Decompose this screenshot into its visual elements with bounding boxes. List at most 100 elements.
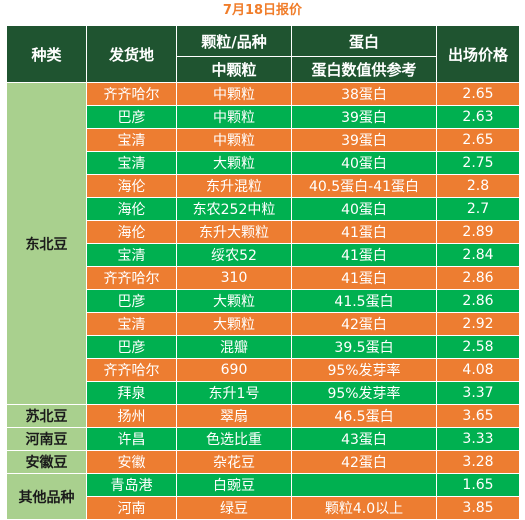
price-cell: 3.28 (436, 450, 520, 474)
table-row: 巴彦 中颗粒 39蛋白 2.63 (7, 105, 520, 129)
variety-cell: 中颗粒 (176, 105, 292, 129)
variety-cell: 东农252中粒 (176, 197, 292, 221)
table-row: 宝清 绥农52 41蛋白 2.84 (7, 243, 520, 267)
variety-cell: 东升大颗粒 (176, 220, 292, 244)
price-cell: 2.63 (436, 105, 520, 129)
protein-cell: 42蛋白 (291, 312, 437, 336)
category-cell: 其他品种 (6, 473, 87, 520)
origin-cell: 安徽 (86, 450, 177, 474)
header-category: 种类 (6, 25, 87, 83)
price-cell: 2.7 (436, 197, 520, 221)
table-row: 河南豆 许昌 色选比重 43蛋白 3.33 (6, 427, 520, 451)
price-cell: 2.58 (436, 335, 520, 359)
origin-cell: 巴彦 (86, 105, 177, 129)
variety-cell: 大颗粒 (176, 312, 292, 336)
header-grain-sub: 中颗粒 (176, 56, 292, 83)
origin-cell: 巴彦 (86, 289, 177, 313)
origin-cell: 齐齐哈尔 (86, 358, 177, 382)
variety-cell: 绿豆 (176, 496, 292, 520)
price-cell: 1.65 (436, 473, 520, 497)
table-row: 海伦 东升混粒 40.5蛋白-41蛋白 2.8 (7, 174, 520, 198)
variety-cell: 绥农52 (176, 243, 292, 267)
variety-cell: 大颗粒 (176, 151, 292, 175)
protein-cell: 41蛋白 (291, 220, 437, 244)
origin-cell: 宝清 (86, 312, 177, 336)
header-grain-variety: 颗粒/品种 (176, 25, 292, 57)
price-cell: 2.92 (436, 312, 520, 336)
protein-cell: 38蛋白 (291, 82, 437, 106)
price-cell: 3.37 (436, 381, 520, 405)
table-row: 东北豆 齐齐哈尔 中颗粒 38蛋白 2.65 (6, 82, 520, 405)
origin-cell: 宝清 (86, 128, 177, 152)
origin-cell: 许昌 (86, 427, 177, 451)
table-row: 宝清 大颗粒 42蛋白 2.92 (7, 312, 520, 336)
variety-cell: 中颗粒 (176, 82, 292, 106)
protein-cell: 颗粒4.0以上 (291, 496, 437, 520)
variety-cell: 杂花豆 (176, 450, 292, 474)
table-row: 宝清 大颗粒 40蛋白 2.75 (7, 151, 520, 175)
protein-cell: 40蛋白 (291, 151, 437, 175)
price-table: 种类 发货地 颗粒/品种 蛋白 出场价格 中颗粒 蛋白数值供参考 东北豆 齐齐哈尔… (6, 25, 520, 520)
variety-cell: 大颗粒 (176, 289, 292, 313)
table-row: 河南 绿豆 颗粒4.0以上 3.85 (7, 496, 520, 520)
table-row: 齐齐哈尔 310 41蛋白 2.86 (7, 266, 520, 290)
table-row: 海伦 东升大颗粒 41蛋白 2.89 (7, 220, 520, 244)
header-protein-sub: 蛋白数值供参考 (291, 56, 437, 83)
variety-cell: 310 (176, 266, 292, 290)
protein-cell: 39.5蛋白 (291, 335, 437, 359)
protein-cell: 95%发芽率 (291, 381, 437, 405)
table-row: 拜泉 东升1号 95%发芽率 3.37 (7, 381, 520, 405)
protein-cell (291, 473, 437, 497)
price-cell: 4.08 (436, 358, 520, 382)
origin-cell: 宝清 (86, 151, 177, 175)
category-cell: 东北豆 (6, 82, 87, 405)
variety-cell: 翠扇 (176, 404, 292, 428)
table-row: 其他品种 青岛港 白豌豆 1.65 (6, 473, 520, 520)
protein-cell: 43蛋白 (291, 427, 437, 451)
header-protein: 蛋白 (291, 25, 437, 57)
table-row: 齐齐哈尔 690 95%发芽率 4.08 (7, 358, 520, 382)
category-cell: 安徽豆 (6, 450, 87, 474)
protein-cell: 39蛋白 (291, 128, 437, 152)
origin-cell: 齐齐哈尔 (86, 82, 177, 106)
price-cell: 3.65 (436, 404, 520, 428)
protein-cell: 41.5蛋白 (291, 289, 437, 313)
price-cell: 2.86 (436, 289, 520, 313)
price-cell: 3.85 (436, 496, 520, 520)
origin-cell: 海伦 (86, 220, 177, 244)
protein-cell: 42蛋白 (291, 450, 437, 474)
origin-cell: 河南 (86, 496, 177, 520)
price-cell: 3.33 (436, 427, 520, 451)
protein-cell: 46.5蛋白 (291, 404, 437, 428)
variety-cell: 白豌豆 (176, 473, 292, 497)
origin-cell: 青岛港 (86, 473, 177, 497)
page-title: 7月18日报价 (222, 3, 303, 18)
variety-cell: 中颗粒 (176, 128, 292, 152)
table-row: 苏北豆 扬州 翠扇 46.5蛋白 3.65 (6, 404, 520, 428)
variety-cell: 色选比重 (176, 427, 292, 451)
protein-cell: 40蛋白 (291, 197, 437, 221)
origin-cell: 齐齐哈尔 (86, 266, 177, 290)
origin-cell: 宝清 (86, 243, 177, 267)
protein-cell: 40.5蛋白-41蛋白 (291, 174, 437, 198)
protein-cell: 95%发芽率 (291, 358, 437, 382)
origin-cell: 海伦 (86, 174, 177, 198)
price-cell: 2.65 (436, 82, 520, 106)
table-row: 巴彦 混瓣 39.5蛋白 2.58 (7, 335, 520, 359)
header-price: 出场价格 (436, 25, 520, 83)
variety-cell: 混瓣 (176, 335, 292, 359)
price-cell: 2.89 (436, 220, 520, 244)
protein-cell: 39蛋白 (291, 105, 437, 129)
header-origin: 发货地 (86, 25, 177, 83)
price-cell: 2.65 (436, 128, 520, 152)
origin-cell: 拜泉 (86, 381, 177, 405)
origin-cell: 海伦 (86, 197, 177, 221)
category-cell: 河南豆 (6, 427, 87, 451)
price-cell: 2.86 (436, 266, 520, 290)
variety-cell: 690 (176, 358, 292, 382)
category-cell: 苏北豆 (6, 404, 87, 428)
protein-cell: 41蛋白 (291, 243, 437, 267)
table-row: 海伦 东农252中粒 40蛋白 2.7 (7, 197, 520, 221)
origin-cell: 扬州 (86, 404, 177, 428)
variety-cell: 东升混粒 (176, 174, 292, 198)
